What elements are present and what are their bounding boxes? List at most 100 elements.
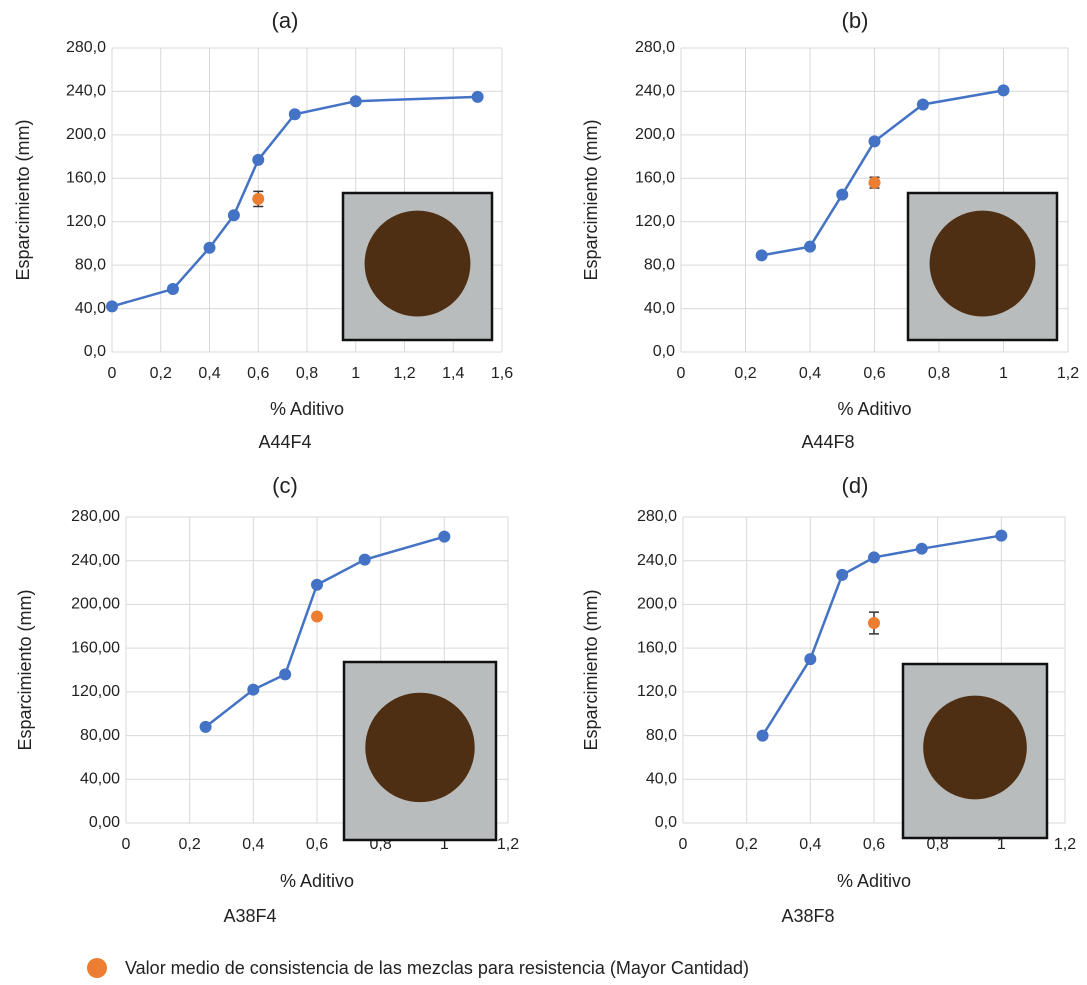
- data-point: [836, 568, 849, 581]
- y-tick-label: 240,00: [71, 552, 120, 569]
- x-tick-label: 0,6: [863, 836, 885, 853]
- photo-sample: [929, 210, 1036, 317]
- chart-title: (b): [842, 8, 869, 33]
- series-line: [204, 535, 445, 728]
- data-point: [868, 551, 880, 564]
- y-tick-label: 80,0: [75, 256, 106, 273]
- data-point: [915, 542, 928, 555]
- y-tick-label: 40,0: [644, 300, 675, 317]
- x-tick-label: 1,2: [1057, 365, 1079, 382]
- chart-title: (a): [272, 8, 299, 33]
- y-tick-label: 40,0: [646, 771, 677, 788]
- y-tick-label: 200,0: [66, 126, 106, 143]
- y-tick-label: 80,0: [646, 727, 677, 744]
- y-tick-label: 80,00: [80, 727, 120, 744]
- y-tick-label: 40,00: [80, 771, 120, 788]
- y-axis-label: Esparcimiento (mm): [581, 589, 601, 750]
- y-tick-label: 160,0: [635, 170, 675, 187]
- y-tick-label: 0,00: [89, 814, 120, 831]
- y-axis-label: Esparcimiento (mm): [15, 589, 35, 750]
- data-point: [247, 683, 260, 696]
- caption: A38F4: [223, 906, 276, 926]
- y-tick-label: 0,0: [655, 814, 677, 831]
- x-tick-label: 0,4: [198, 365, 220, 382]
- y-tick-label: 160,00: [71, 639, 120, 656]
- x-tick-label: 0,2: [179, 836, 201, 853]
- x-tick-label: 1,4: [442, 365, 464, 382]
- caption: A44F4: [258, 432, 311, 452]
- chart-title: (d): [842, 473, 869, 498]
- x-tick-label: 1: [999, 365, 1008, 382]
- data-point: [227, 209, 240, 222]
- data-point: [471, 90, 484, 103]
- x-tick-label: 0: [122, 836, 131, 853]
- x-tick-label: 1: [351, 365, 360, 382]
- data-point: [288, 108, 301, 121]
- data-point: [252, 192, 265, 205]
- data-point: [755, 249, 768, 262]
- data-point: [997, 84, 1010, 97]
- x-axis-label: % Aditivo: [280, 871, 354, 891]
- caption: A44F8: [801, 432, 854, 452]
- data-point: [199, 720, 212, 733]
- x-tick-label: 0,2: [736, 836, 758, 853]
- x-tick-label: 1,2: [393, 365, 415, 382]
- y-tick-label: 200,0: [635, 126, 675, 143]
- x-tick-label: 0,4: [799, 836, 821, 853]
- y-tick-label: 0,0: [653, 343, 675, 360]
- series-line: [111, 95, 478, 308]
- x-tick-label: 0,8: [927, 836, 949, 853]
- x-tick-label: 0,8: [296, 365, 318, 382]
- y-tick-label: 160,0: [66, 170, 106, 187]
- photo-sample: [923, 695, 1027, 800]
- y-tick-label: 240,0: [66, 83, 106, 100]
- y-tick-label: 0,0: [84, 343, 106, 360]
- data-point: [868, 176, 881, 189]
- y-tick-label: 120,0: [637, 683, 677, 700]
- data-point: [349, 95, 362, 108]
- data-point: [279, 668, 292, 681]
- series-line: [761, 534, 1002, 737]
- caption: A38F8: [781, 906, 834, 926]
- x-tick-label: 0,4: [242, 836, 264, 853]
- x-axis-label: % Aditivo: [837, 399, 911, 419]
- chart-title: (c): [272, 473, 298, 498]
- legend-marker: [87, 958, 107, 978]
- x-tick-label: 0: [108, 365, 117, 382]
- data-point: [311, 610, 323, 623]
- data-point: [252, 153, 265, 166]
- x-tick-label: 0: [679, 836, 688, 853]
- y-axis-label: Esparcimiento (mm): [581, 119, 601, 280]
- series-line: [761, 89, 1004, 257]
- y-tick-label: 240,0: [637, 552, 677, 569]
- legend-label: Valor medio de consistencia de las mezcl…: [125, 958, 749, 978]
- x-tick-label: 0,2: [150, 365, 172, 382]
- y-tick-label: 160,0: [637, 639, 677, 656]
- data-point: [203, 241, 216, 254]
- x-tick-label: 0,4: [799, 365, 821, 382]
- data-point: [836, 188, 849, 201]
- data-point: [995, 529, 1008, 542]
- y-tick-label: 240,0: [635, 83, 675, 100]
- x-tick-label: 0: [677, 365, 686, 382]
- y-tick-label: 280,0: [635, 39, 675, 56]
- x-tick-label: 1: [997, 836, 1006, 853]
- data-point: [358, 553, 371, 566]
- x-axis-label: % Aditivo: [837, 871, 911, 891]
- data-point: [868, 135, 881, 148]
- x-axis-label: % Aditivo: [270, 399, 344, 419]
- data-point: [916, 98, 929, 111]
- photo-sample: [364, 210, 471, 317]
- y-tick-label: 200,00: [71, 596, 120, 613]
- y-tick-label: 80,0: [644, 256, 675, 273]
- x-tick-label: 0,6: [306, 836, 328, 853]
- y-tick-label: 200,0: [637, 596, 677, 613]
- y-tick-label: 280,00: [71, 508, 120, 525]
- y-tick-label: 280,0: [637, 508, 677, 525]
- y-tick-label: 120,0: [635, 213, 675, 230]
- data-point: [756, 729, 769, 742]
- data-point: [868, 617, 880, 630]
- data-point: [804, 240, 816, 253]
- data-point: [804, 653, 817, 666]
- y-tick-label: 120,0: [66, 213, 106, 230]
